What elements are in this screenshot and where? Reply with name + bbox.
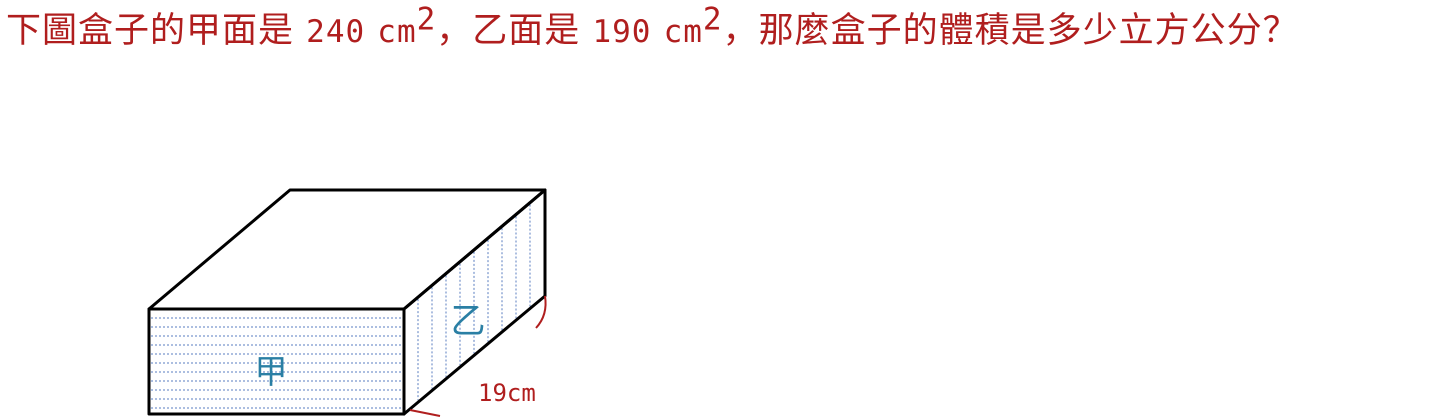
area-a-exponent: 2 [416,1,437,38]
area-a-unit: cm [377,14,417,50]
area-b-exponent: 2 [702,1,723,38]
area-a-value: 240 [306,14,366,50]
side-face-label: 乙 [450,302,485,342]
front-face-hatching [151,317,402,409]
depth-dimension-arc [535,295,547,329]
depth-label: 19cm [478,379,536,407]
side-face-hatching [417,192,545,401]
area-b-unit: cm [663,14,703,50]
question-text: 下圖盒子的甲面是 240 cm2，乙面是 190 cm2，那麼盒子的體積是多少立… [6,4,1434,59]
front-face-label: 甲 [255,352,288,391]
top-face [147,188,547,311]
question-part-2: ，乙面是 [436,11,581,51]
question-part-1: 下圖盒子的甲面是 [6,11,295,51]
depth-dimension-arc-bottom [409,409,441,417]
area-b-value: 190 [592,14,652,50]
question-part-3: ，那麼盒子的體積是多少立方公分？ [722,11,1299,51]
